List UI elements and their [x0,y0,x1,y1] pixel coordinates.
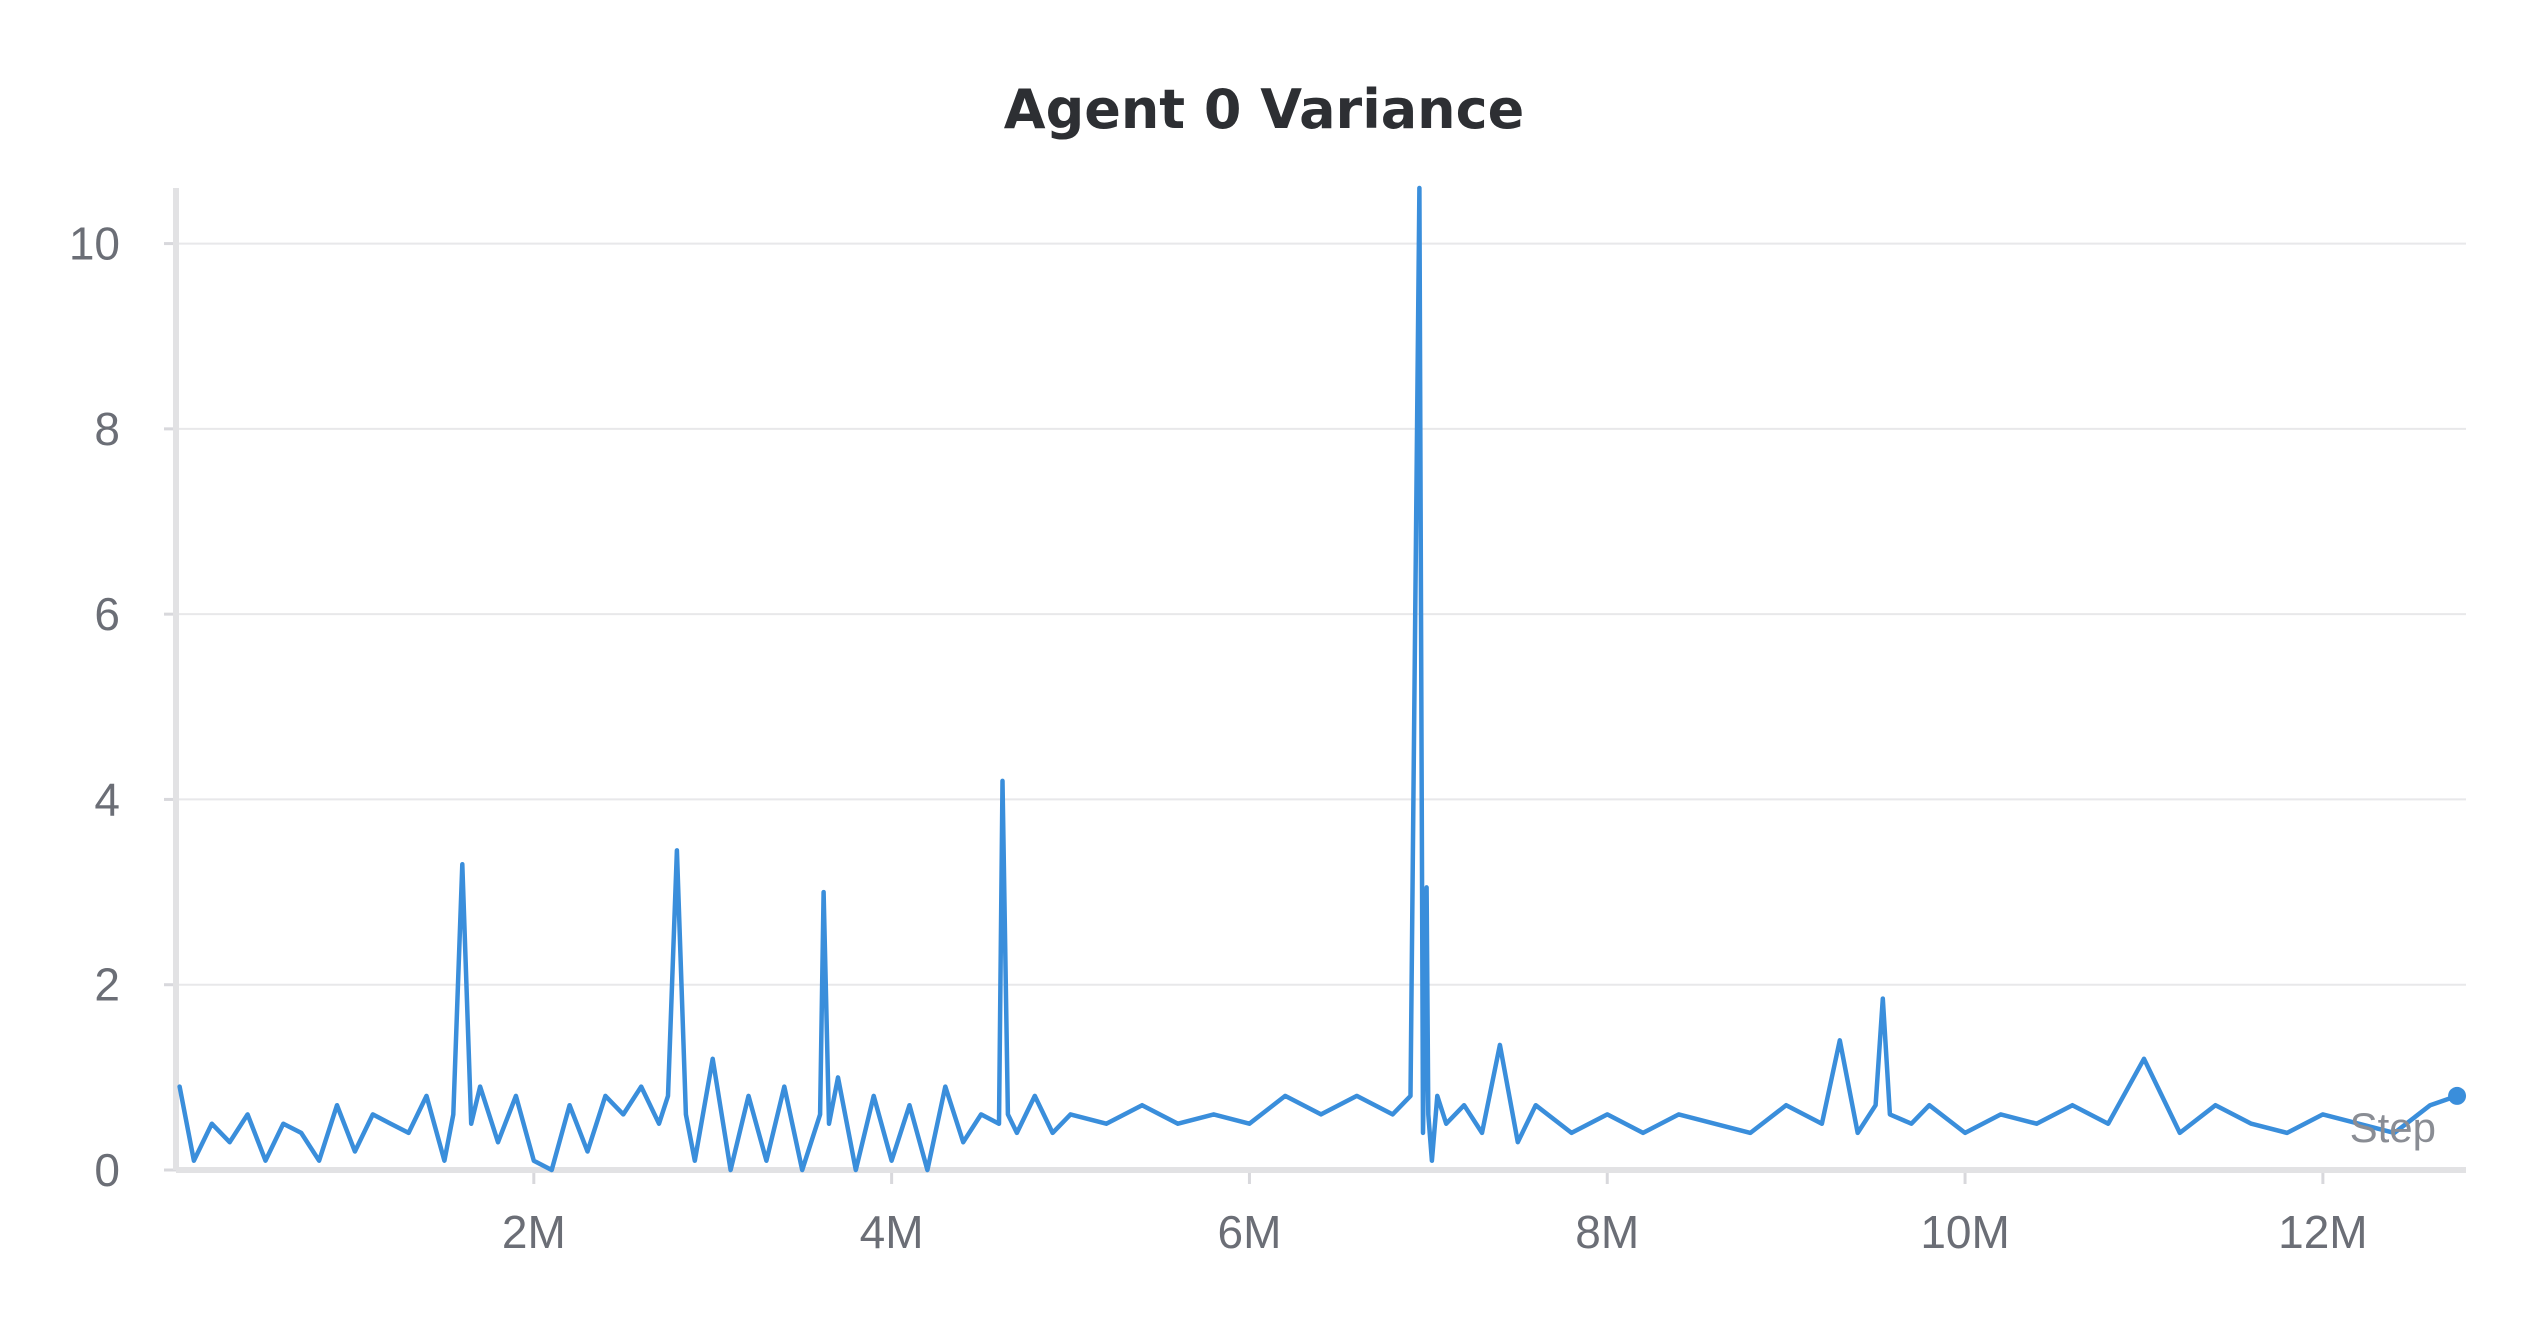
y-tick-label: 0 [94,1144,120,1196]
x-axis-tick-labels: 2M 4M 6M 8M 10M 12M [502,1206,2368,1258]
y-tick-label: 8 [94,403,120,455]
x-tick-label: 2M [502,1206,566,1258]
series-layer [177,185,2467,1173]
x-tick-label: 12M [2278,1206,2367,1258]
y-tick-label: 10 [69,218,120,270]
series-line-0 [177,185,2460,1173]
x-tick-label: 8M [1575,1206,1639,1258]
y-tick-label: 4 [94,773,120,825]
y-tick-label: 2 [94,959,120,1011]
chart-title: Agent 0 Variance [1004,78,1524,141]
series-end-point [2448,1086,2467,1105]
y-tick-label: 6 [94,588,120,640]
x-tick-label: 6M [1217,1206,1281,1258]
x-tick-label: 4M [860,1206,924,1258]
x-tick-label: 10M [1920,1206,2009,1258]
gridlines [164,242,2466,1184]
y-axis-tick-labels: 0 2 4 6 8 10 [69,218,120,1196]
x-axis-label: Step [2350,1104,2436,1151]
